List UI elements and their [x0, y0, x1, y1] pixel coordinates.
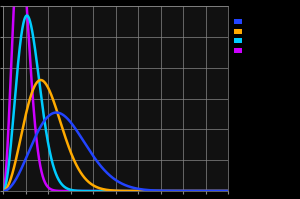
Legend: , , , : , , , — [234, 19, 243, 54]
